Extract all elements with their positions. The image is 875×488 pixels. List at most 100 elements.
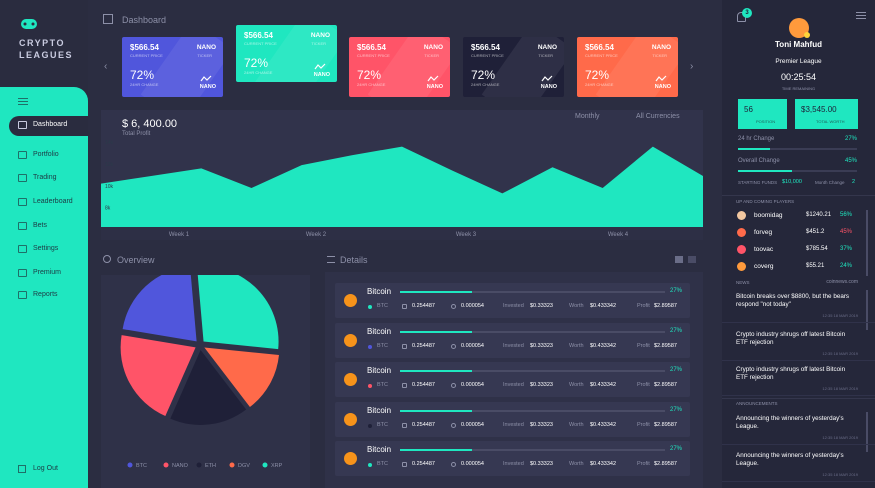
pie-slice	[170, 349, 247, 425]
worth: $0.433342	[590, 342, 616, 349]
menu-item[interactable]: Dashboard	[33, 121, 68, 128]
price-card[interactable]: $566.54 CURRENT PRICE NANO TICKER 72% 24HR CH…	[577, 37, 678, 97]
next-arrow[interactable]: ›	[690, 61, 694, 72]
ticker: BTC	[377, 421, 388, 428]
card-price: $566.54	[471, 43, 500, 52]
player-avatar	[737, 245, 746, 254]
menu-item[interactable]: Premium	[33, 269, 62, 276]
menu-item[interactable]: Portfolio	[33, 151, 59, 158]
progress-track	[400, 449, 665, 451]
card-price: $566.54	[357, 43, 386, 52]
period-filter[interactable]: Monthly	[575, 113, 600, 120]
amount-icon	[402, 462, 407, 467]
card-coin: NANO	[426, 84, 443, 90]
coin-icon	[344, 412, 357, 426]
progress-fill	[400, 291, 472, 293]
profit: $2.89587	[654, 421, 677, 428]
timer: 00:25:54	[780, 72, 817, 82]
card-price-label: CURRENT PRICE	[130, 53, 163, 58]
feed-text[interactable]: Crypto industry shrugs off latest Bitcoi…	[736, 331, 846, 346]
amount2-icon	[451, 343, 456, 349]
card-change-label: 24HR CHANGE	[357, 82, 386, 87]
menu-panel: Dashboard Portfolio Trading Leaderboard Bets…	[0, 87, 88, 488]
logo-icon	[21, 19, 37, 29]
card-ticker: NANO	[196, 44, 216, 51]
logout[interactable]: Log Out	[33, 465, 58, 472]
ticker: BTC	[377, 303, 388, 309]
currency-filter[interactable]: All Currencies	[636, 113, 680, 120]
coin-name: Bitcoin	[367, 366, 392, 375]
coin-name: Bitcoin	[367, 287, 392, 296]
progress-fill	[400, 370, 472, 372]
worth-box	[795, 99, 858, 129]
feed-text[interactable]: Crypto industry shrugs off latest Bitcoi…	[736, 366, 846, 381]
legend-label: BTC	[136, 463, 147, 469]
worth: $0.433342	[590, 382, 616, 388]
menu-item-active[interactable]	[9, 116, 88, 136]
detail-row[interactable]: Bitcoin 27% BTC 0.254487 0.000054 Invested $0.…	[335, 362, 690, 397]
price-card[interactable]: $566.54 CURRENT PRICE NANO TICKER 72% 24HR CH…	[349, 37, 450, 97]
card-price: $566.54	[585, 43, 614, 52]
scrollbar[interactable]	[866, 210, 868, 276]
player-name: forveg	[754, 229, 773, 236]
ticker-dot	[368, 344, 372, 349]
menu-icon	[18, 222, 27, 230]
player-avatar	[737, 262, 746, 271]
menu-item[interactable]: Leaderboard	[33, 198, 73, 205]
scrollbar[interactable]	[866, 412, 868, 452]
legend-dot	[229, 462, 235, 468]
price-card[interactable]: $566.54 CURRENT PRICE NANO TICKER 72% 24HR CH…	[236, 25, 337, 82]
detail-row[interactable]: Bitcoin 27% BTC 0.254487 0.000054 Invested $0.…	[335, 401, 690, 437]
feed-text[interactable]: Announcing the winners of yesterday's Le…	[736, 415, 844, 430]
grid-view-toggle[interactable]	[688, 256, 696, 263]
progress-label: 27%	[669, 288, 682, 294]
amount-icon	[402, 422, 407, 428]
league-select[interactable]: Premier League	[775, 58, 822, 65]
profit: $2.89587	[654, 382, 677, 388]
menu-item[interactable]: Reports	[33, 291, 58, 298]
ticker-dot	[368, 463, 372, 467]
card-ticker: NANO	[651, 44, 671, 51]
amount: 0.254487	[412, 342, 435, 349]
y-tick-label: 8k	[105, 206, 111, 212]
news-source[interactable]: coinnews.com	[826, 279, 858, 285]
prev-arrow[interactable]: ‹	[104, 61, 108, 72]
trend-line	[655, 75, 667, 82]
menu-item[interactable]: Bets	[33, 222, 48, 229]
menu-toggle[interactable]	[18, 98, 28, 99]
card-price-label: CURRENT PRICE	[471, 53, 504, 58]
detail-row[interactable]: Bitcoin 27% BTC 0.254487 0.000054 Invested $0.…	[335, 283, 690, 318]
amount2-icon	[451, 304, 456, 309]
amount-icon	[402, 304, 407, 309]
detail-row[interactable]: Bitcoin 27% BTC 0.254487 0.000054 Invested $0.…	[335, 322, 690, 358]
progress-fill	[400, 409, 472, 412]
player-worth: $55.21	[806, 263, 825, 269]
menu-item[interactable]: Trading	[33, 174, 57, 181]
player-change: 56%	[840, 212, 853, 218]
menu-icon[interactable]	[856, 12, 866, 13]
change-label: Overall Change	[738, 158, 780, 164]
avatar-badge	[804, 32, 810, 38]
price-card[interactable]: $566.54 CURRENT PRICE NANO TICKER 72% 24HR CH…	[463, 37, 564, 97]
price-card[interactable]: $566.54 CURRENT PRICE NANO TICKER 72% 24HR CH…	[122, 37, 223, 97]
card-change-label: 24HR CHANGE	[585, 82, 614, 87]
coin-icon	[344, 373, 357, 386]
pie-slice	[122, 275, 197, 342]
menu-icon	[18, 121, 27, 129]
feed-text[interactable]: Bitcoin breaks over $8800, but the bears…	[736, 293, 850, 308]
ticker-dot	[368, 305, 372, 309]
card-price-label: CURRENT PRICE	[244, 41, 277, 46]
player-worth: $1240.21	[806, 212, 832, 218]
month-value: 2	[852, 179, 856, 185]
feed-divider	[722, 322, 875, 323]
list-view-toggle[interactable]	[675, 256, 683, 263]
chart-subtitle: Total Profit	[122, 131, 151, 137]
progress-label: 27%	[669, 446, 682, 452]
profit-label: Profit	[637, 421, 650, 428]
feed-text[interactable]: Announcing the winners of yesterday's Le…	[736, 452, 844, 467]
menu-item[interactable]: Settings	[33, 245, 59, 252]
scrollbar[interactable]	[866, 290, 868, 330]
card-ticker-label: TICKER	[311, 41, 326, 46]
detail-row[interactable]: Bitcoin 27% BTC 0.254487 0.000054 Invested $0.…	[335, 441, 690, 476]
